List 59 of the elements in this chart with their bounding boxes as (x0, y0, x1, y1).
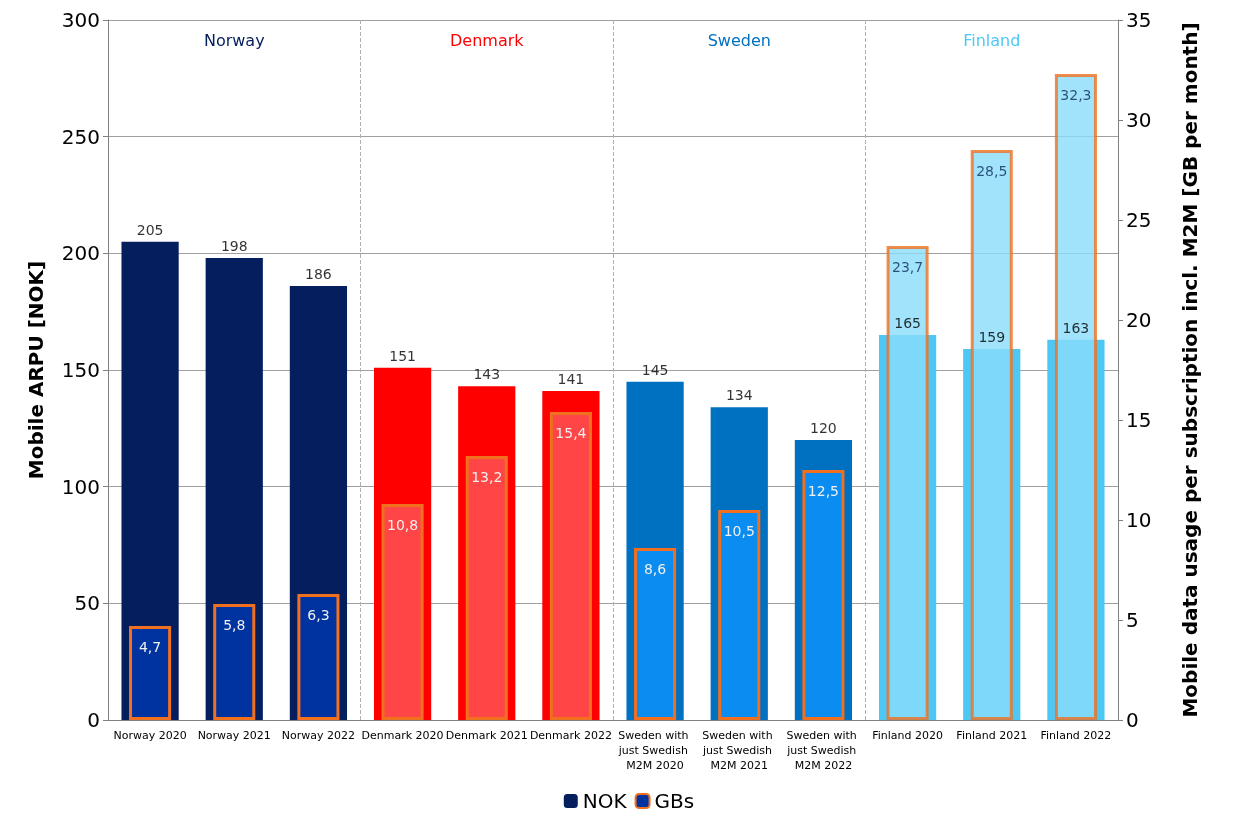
x-tick-label: Finland 2021 (956, 729, 1028, 742)
x-tick-label: Denmark 2020 (361, 729, 444, 742)
y-tick-label: 200 (61, 241, 100, 266)
annotation: Denmark (449, 30, 525, 50)
y2-tick-label: 15 (1126, 408, 1152, 432)
data-label: 120 (810, 420, 837, 436)
y-tick-label: 100 (61, 474, 100, 499)
y2-tick-label: 35 (1126, 8, 1152, 32)
x-tick-label: Sweden with just Swedish M2M 2022 (786, 729, 861, 772)
data-label: 6,3 (307, 607, 330, 623)
y2-tick-label: 25 (1126, 208, 1152, 232)
legend-label: GBs (654, 789, 695, 813)
data-label: 134 (725, 387, 753, 404)
x-tick-label: Finland 2020 (872, 729, 943, 742)
x-tick-label: Denmark 2022 (529, 729, 612, 742)
y-tick-label: 150 (61, 358, 100, 382)
x-tick-label: Denmark 2021 (445, 729, 528, 742)
y-tick-label: 50 (74, 591, 100, 616)
annotation: Finland (963, 30, 1021, 50)
annotation: Norway (203, 30, 265, 50)
y-tick-label: 300 (61, 8, 100, 32)
data-label: 159 (978, 329, 1006, 345)
data-label: 12,5 (807, 483, 839, 499)
data-label: 186 (305, 266, 332, 282)
data-label: 4,7 (138, 639, 162, 655)
data-label: 28,5 (976, 163, 1008, 179)
y2-tick-label: 30 (1126, 108, 1152, 132)
data-label: 165 (894, 315, 921, 331)
y-tick-label: 0 (87, 708, 100, 732)
data-label: 10,5 (723, 523, 755, 539)
annotation: Sweden (707, 30, 771, 50)
legend-label: NOK (582, 789, 628, 813)
y2-axis-title: Mobile data usage per subscription incl. M2M [GB per month] (1178, 22, 1202, 718)
x-tick-label: Norway 2020 (113, 729, 187, 742)
data-label: 141 (557, 371, 585, 387)
data-label: 23,7 (892, 259, 924, 275)
y-axis-title: Mobile ARPU [NOK] (24, 260, 48, 480)
data-label: 13,2 (471, 469, 503, 485)
data-label: 10,8 (387, 517, 419, 533)
data-label: 151 (389, 347, 416, 364)
y2-tick-label: 20 (1126, 308, 1152, 332)
y2-tick-label: 5 (1126, 608, 1139, 632)
x-tick-label: Norway 2021 (197, 729, 271, 742)
x-tick-label: Norway 2022 (281, 729, 356, 742)
data-label: 163 (1062, 319, 1090, 336)
data-label: 145 (641, 361, 669, 378)
x-tick-label: Sweden with just Swedish M2M 2021 (701, 729, 777, 772)
y2-tick-label: 10 (1126, 508, 1152, 532)
data-label: 143 (473, 366, 501, 383)
data-label: 15,4 (555, 425, 587, 441)
y-tick-label: 250 (61, 124, 100, 149)
x-tick-label: Finland 2022 (1040, 729, 1112, 742)
data-label: 198 (220, 238, 248, 254)
data-label: 8,6 (643, 561, 667, 577)
data-label: 205 (136, 221, 164, 238)
x-tick-label: Sweden with just Swedish M2M 2020 (617, 729, 692, 772)
y2-tick-label: 0 (1126, 708, 1139, 732)
data-label: 32,3 (1060, 87, 1092, 103)
data-label: 5,8 (223, 617, 246, 633)
